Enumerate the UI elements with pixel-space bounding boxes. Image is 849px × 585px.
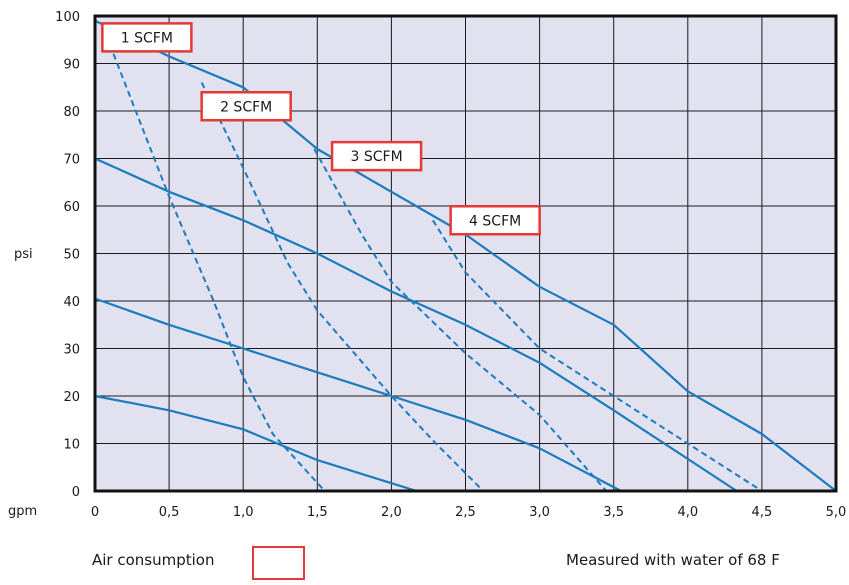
pressure-curve-1 — [94, 394, 417, 493]
x-tick-label: 3,5 — [603, 505, 624, 520]
y-tick-label: 10 — [63, 438, 80, 453]
tick-labels: 0 0,5 1,0 1,5 2,0 2,5 3,0 3,5 4,0 4,5 5,0 0 10 20 30 40… — [55, 10, 846, 520]
y-tick-label: 80 — [63, 105, 80, 120]
air-consumption-curve-2-scfm — [200, 82, 485, 492]
y-tick-label: 0 — [72, 485, 80, 500]
legend-label: Air consumption — [92, 551, 215, 569]
scfm-label-box — [449, 205, 541, 236]
scfm-label-text: 2 SCFM — [220, 99, 272, 115]
y-tick-label: 20 — [63, 390, 80, 405]
x-tick-label: 4,0 — [677, 505, 698, 520]
x-tick-label: 1,0 — [233, 505, 254, 520]
x-tick-label: 5,0 — [826, 505, 847, 520]
y-tick-label: 90 — [63, 58, 80, 73]
y-tick-label: 30 — [63, 343, 80, 358]
scfm-label-text: 4 SCFM — [469, 213, 521, 229]
x-tick-label: 0,5 — [159, 505, 180, 520]
y-tick-label: 70 — [63, 153, 80, 168]
scfm-label-2: 2 SCFM — [200, 91, 292, 122]
scfm-label-text: 3 SCFM — [351, 149, 403, 165]
x-tick-label: 2,0 — [381, 505, 402, 520]
pressure-curve-3 — [94, 157, 738, 492]
plot-frame — [93, 14, 838, 493]
x-tick-label: 1,5 — [307, 505, 328, 520]
x-tick-label: 4,5 — [752, 505, 773, 520]
scfm-label-3: 3 SCFM — [330, 140, 423, 172]
x-tick-label: 0 — [91, 505, 99, 520]
scfm-label-1: 1 SCFM — [101, 22, 193, 53]
x-tick-label: 3,0 — [529, 505, 550, 520]
y-tick-label: 40 — [63, 295, 80, 310]
x-tick-label: 2,5 — [455, 505, 476, 520]
scfm-label-text: 1 SCFM — [121, 30, 173, 46]
air-consumption-curve-4-scfm — [432, 219, 763, 492]
y-tick-label: 60 — [63, 200, 80, 215]
air-consumption-curve-1-scfm — [108, 44, 326, 492]
y-tick-label: 100 — [55, 10, 80, 25]
scfm-label-4: 4 SCFM — [449, 205, 541, 236]
scfm-labels: 1 SCFM 2 SCFM 3 SCFM 4 SCFM — [101, 22, 541, 236]
y-axis-label: psi — [14, 247, 33, 262]
pressure-curve-2 — [94, 297, 622, 492]
y-tick-label: 50 — [63, 248, 80, 263]
footnote: Measured with water of 68 F — [566, 551, 780, 569]
scfm-label-box — [330, 140, 423, 172]
legend-swatch — [252, 546, 305, 580]
air-consumption-curve-3-scfm — [313, 148, 608, 492]
scfm-label-box — [101, 22, 193, 53]
scfm-label-box — [200, 91, 292, 122]
x-axis-label: gpm — [8, 504, 37, 519]
